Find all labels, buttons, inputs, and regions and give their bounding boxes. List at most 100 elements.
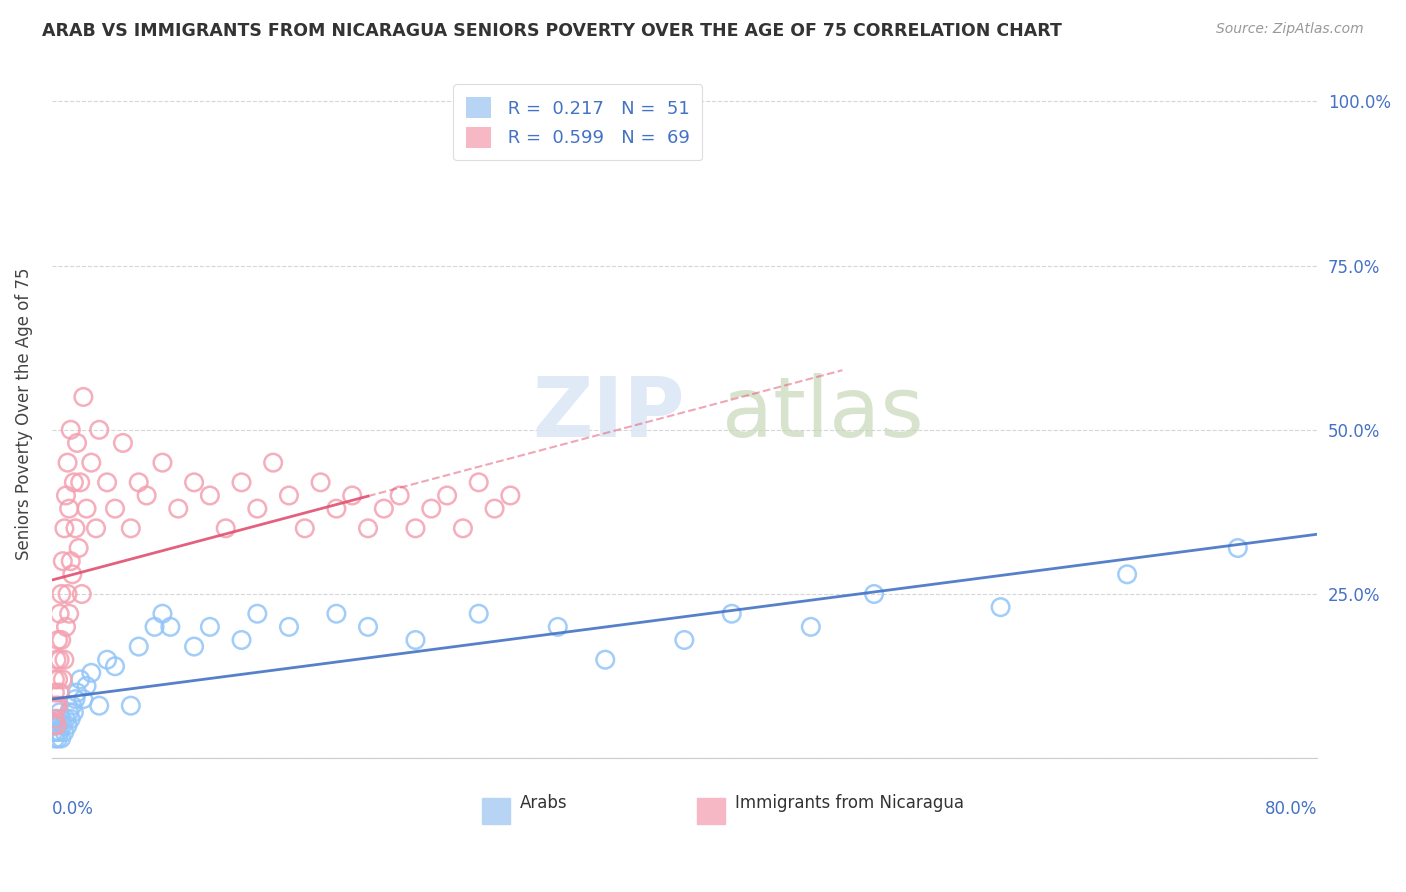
Point [143,620,166,634]
Point [52,718,75,732]
Point [76,501,98,516]
Point [357,620,380,634]
Point [63,475,86,490]
Point [593,653,616,667]
Point [120,698,142,713]
Point [70,587,93,601]
Y-axis label: Seniors Poverty Over the Age of 75: Seniors Poverty Over the Age of 75 [15,267,32,559]
Point [53,725,76,739]
Point [111,436,134,450]
Text: atlas: atlas [723,373,924,454]
Point [183,475,205,490]
Point [231,632,253,647]
Point [55,620,77,634]
Point [58,607,80,621]
Text: 0.0%: 0.0% [52,799,94,818]
Point [52,554,75,568]
Point [51,731,73,746]
Point [159,620,181,634]
Point [484,501,506,516]
Point [59,423,82,437]
Point [60,698,83,713]
Point [80,456,103,470]
Point [231,475,253,490]
Point [436,488,458,502]
Point [294,521,316,535]
Point [58,705,80,719]
Point [373,501,395,516]
Point [278,488,301,502]
Point [80,665,103,680]
Point [309,475,332,490]
Point [152,456,174,470]
Point [89,423,111,437]
Point [405,521,427,535]
Point [89,698,111,713]
Point [48,607,70,621]
Point [60,567,83,582]
Point [51,712,73,726]
Point [44,673,66,687]
Point [69,673,91,687]
Text: Immigrants from Nicaragua: Immigrants from Nicaragua [735,794,965,812]
Point [167,501,190,516]
Point [59,712,82,726]
Point [45,725,67,739]
Point [120,521,142,535]
Point [51,632,73,647]
Point [1116,567,1139,582]
Point [467,607,489,621]
Point [42,725,65,739]
Point [65,521,87,535]
Point [48,653,70,667]
Point [65,692,87,706]
Point [45,712,67,726]
Point [720,607,742,621]
Point [246,607,269,621]
Point [42,698,65,713]
Point [990,600,1012,615]
Point [46,731,69,746]
Point [56,587,79,601]
Point [451,521,474,535]
Point [135,488,157,502]
Text: Source: ZipAtlas.com: Source: ZipAtlas.com [1216,22,1364,37]
Point [246,501,269,516]
Point [55,712,77,726]
Point [673,632,696,647]
Point [198,488,221,502]
Point [183,640,205,654]
Point [66,685,89,699]
Point [72,390,94,404]
Point [56,718,79,732]
Point [44,718,66,732]
Point [152,607,174,621]
Point [55,488,77,502]
Point [388,488,411,502]
Point [46,718,69,732]
Point [72,692,94,706]
Point [104,501,127,516]
Point [69,475,91,490]
Point [48,725,70,739]
Point [467,475,489,490]
Point [262,456,284,470]
Point [44,712,66,726]
Point [46,698,69,713]
Point [59,554,82,568]
Point [67,541,90,555]
Point [53,521,76,535]
Point [405,632,427,647]
Text: Arabs: Arabs [520,794,568,812]
Text: ZIP: ZIP [531,373,685,454]
Point [96,475,118,490]
Point [547,620,569,634]
Point [863,587,886,601]
Point [357,521,380,535]
Point [44,685,66,699]
Point [63,705,86,719]
Point [342,488,364,502]
Point [48,685,70,699]
Point [52,673,75,687]
Point [46,673,69,687]
